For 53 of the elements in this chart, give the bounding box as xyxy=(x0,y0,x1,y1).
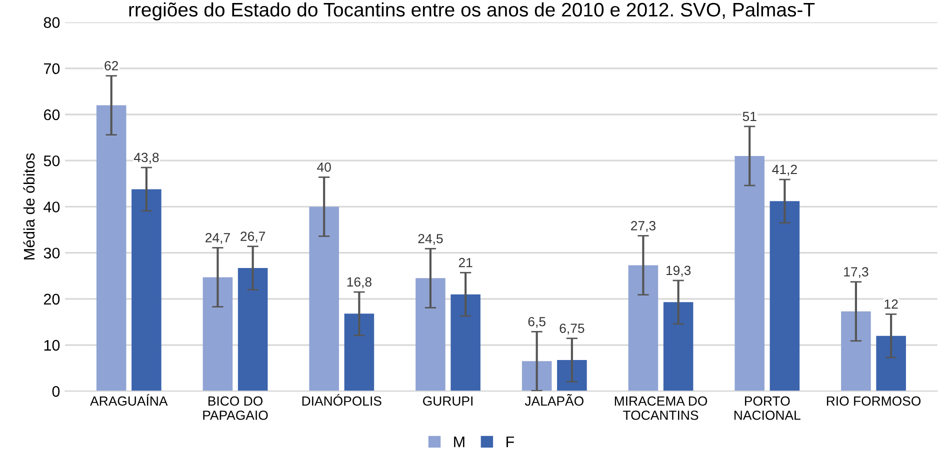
bar xyxy=(309,206,339,392)
x-tick-label: ARAGUAÍNA xyxy=(90,394,168,406)
data-label: 51 xyxy=(742,112,756,122)
x-tick-label: PORTO NACIONAL xyxy=(734,396,800,420)
y-tick-label: 50 xyxy=(44,155,60,166)
data-label: 19,3 xyxy=(666,266,691,277)
y-tick-label: 0 xyxy=(52,386,60,397)
y-tick-label: 40 xyxy=(44,202,60,212)
bar xyxy=(450,294,480,392)
data-label: 12 xyxy=(884,299,898,309)
y-tick-label: 80 xyxy=(44,17,60,28)
data-label: 62 xyxy=(104,61,118,70)
y-tick-label: 20 xyxy=(44,294,60,305)
data-label: 24,7 xyxy=(206,233,230,244)
bar xyxy=(202,277,233,392)
x-tick-label: MIRACEMA DO TOCANTINS xyxy=(614,396,708,420)
data-label: 41,2 xyxy=(772,164,797,176)
legend-label: M xyxy=(454,436,464,448)
bar xyxy=(96,105,126,392)
bar xyxy=(416,278,446,392)
data-label: 6,75 xyxy=(560,324,584,335)
bar xyxy=(876,336,906,392)
data-label: 43,8 xyxy=(134,152,159,164)
x-tick-label: RIO FORMOSO xyxy=(826,396,921,406)
bar xyxy=(841,311,871,392)
bar xyxy=(628,265,658,392)
data-label: 6,5 xyxy=(528,316,546,328)
bar xyxy=(663,302,694,392)
data-label: 40 xyxy=(317,162,331,172)
bar xyxy=(132,189,162,392)
y-tick-label: 10 xyxy=(44,340,60,351)
data-label: 16,8 xyxy=(347,277,372,288)
x-tick-label: JALAPÃO xyxy=(524,394,584,406)
data-label: 21 xyxy=(458,258,472,268)
x-tick-label: DIANÓPOLIS xyxy=(302,394,382,406)
x-tick-label: GURUPI xyxy=(423,396,472,406)
x-tick-label: BICO DO PAPAGAIO xyxy=(203,396,268,420)
data-label: 27,3 xyxy=(631,221,656,232)
data-label: 24,5 xyxy=(418,234,443,245)
bar xyxy=(770,201,800,392)
y-tick-label: 60 xyxy=(44,109,60,120)
y-tick-label: 70 xyxy=(44,63,60,74)
bar xyxy=(734,156,764,392)
legend-label: F xyxy=(506,436,514,448)
data-label: 17,3 xyxy=(844,267,868,278)
bar xyxy=(238,268,268,392)
bar xyxy=(522,361,552,392)
y-axis-title: Média de óbitos xyxy=(23,153,35,260)
data-label: 26,7 xyxy=(240,232,265,243)
chart-title: rregiões do Estado do Tocantins entre os anos de 2010 e 2012. SVO, Palmas-T xyxy=(129,2,815,20)
bar xyxy=(344,314,374,392)
y-tick-label: 30 xyxy=(44,248,60,259)
bar xyxy=(557,360,587,392)
